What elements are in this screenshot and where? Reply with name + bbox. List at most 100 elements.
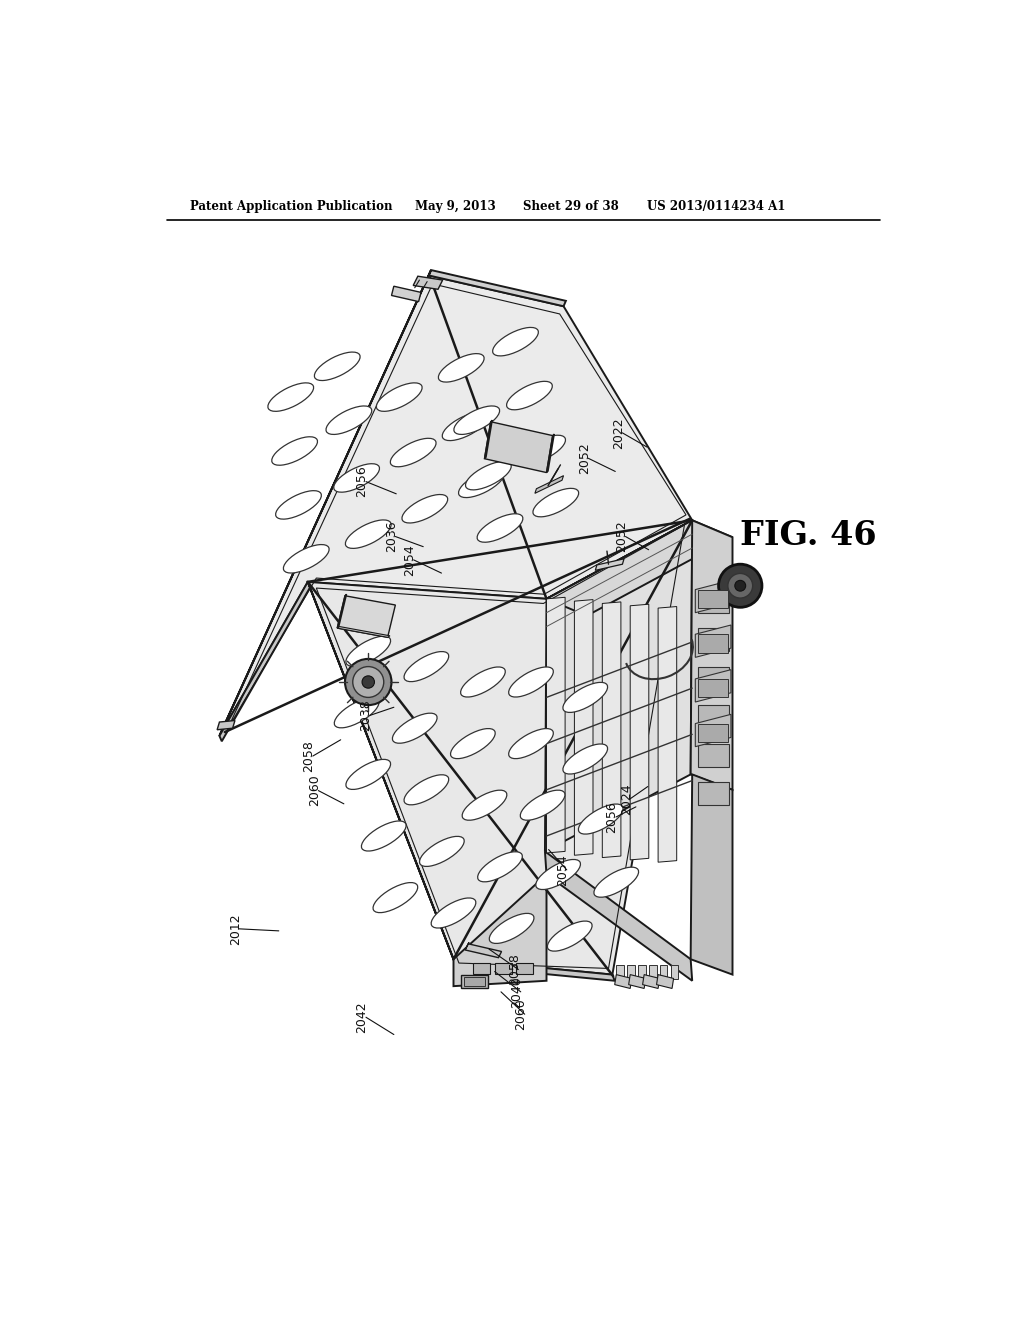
Bar: [627, 965, 635, 979]
Bar: [461, 974, 488, 989]
Text: 2060: 2060: [514, 998, 527, 1030]
Text: 2012: 2012: [228, 913, 242, 945]
Bar: [495, 964, 512, 974]
Bar: [698, 590, 728, 609]
Polygon shape: [535, 475, 563, 494]
Polygon shape: [547, 434, 554, 473]
Polygon shape: [545, 851, 692, 981]
Ellipse shape: [275, 491, 322, 519]
Ellipse shape: [404, 652, 449, 681]
Text: May 9, 2013: May 9, 2013: [415, 199, 496, 213]
Ellipse shape: [461, 667, 505, 697]
Circle shape: [352, 667, 384, 697]
Ellipse shape: [268, 383, 313, 412]
Polygon shape: [574, 599, 593, 855]
Polygon shape: [465, 942, 469, 950]
Bar: [697, 781, 729, 805]
Ellipse shape: [402, 495, 447, 523]
Polygon shape: [690, 520, 732, 789]
Ellipse shape: [493, 327, 539, 356]
Ellipse shape: [563, 744, 607, 774]
Polygon shape: [602, 602, 621, 858]
Circle shape: [362, 676, 375, 688]
Circle shape: [735, 581, 745, 591]
Bar: [698, 678, 728, 697]
Polygon shape: [630, 605, 649, 859]
Text: 2042: 2042: [355, 1002, 369, 1034]
Ellipse shape: [509, 729, 553, 759]
Text: 2052: 2052: [578, 442, 591, 474]
Ellipse shape: [271, 437, 317, 465]
Bar: [473, 964, 489, 974]
Text: 2024: 2024: [620, 783, 633, 814]
Ellipse shape: [454, 407, 500, 434]
Text: US 2013/0114234 A1: US 2013/0114234 A1: [647, 199, 785, 213]
Ellipse shape: [420, 837, 464, 866]
Ellipse shape: [532, 488, 579, 517]
Ellipse shape: [346, 636, 390, 667]
Polygon shape: [614, 974, 632, 989]
Text: 2054: 2054: [556, 854, 569, 886]
Polygon shape: [308, 582, 456, 965]
Text: 2056: 2056: [605, 801, 618, 833]
Bar: [638, 965, 646, 979]
Polygon shape: [337, 595, 395, 638]
Polygon shape: [547, 597, 565, 853]
Polygon shape: [695, 669, 731, 702]
Text: 2036: 2036: [385, 520, 398, 552]
Polygon shape: [629, 974, 646, 989]
Bar: [697, 628, 729, 651]
Polygon shape: [414, 276, 442, 289]
Ellipse shape: [520, 791, 565, 820]
Ellipse shape: [442, 412, 488, 441]
Text: 2022: 2022: [612, 417, 625, 449]
Bar: [698, 635, 728, 653]
Polygon shape: [219, 276, 692, 737]
Ellipse shape: [507, 381, 552, 409]
Bar: [659, 965, 668, 979]
Ellipse shape: [361, 821, 407, 851]
Ellipse shape: [489, 913, 534, 944]
Polygon shape: [454, 960, 614, 981]
Ellipse shape: [431, 898, 476, 928]
Ellipse shape: [466, 462, 511, 490]
Bar: [649, 965, 656, 979]
Ellipse shape: [284, 545, 329, 573]
Polygon shape: [484, 422, 553, 473]
Circle shape: [728, 573, 753, 598]
Text: 2058: 2058: [508, 953, 521, 986]
Ellipse shape: [404, 775, 449, 805]
Polygon shape: [547, 520, 732, 615]
Bar: [464, 977, 485, 986]
Text: FIG. 46: FIG. 46: [740, 519, 877, 552]
Ellipse shape: [536, 859, 581, 890]
Bar: [697, 705, 729, 729]
Polygon shape: [429, 271, 566, 306]
Polygon shape: [484, 420, 493, 459]
Text: Patent Application Publication: Patent Application Publication: [190, 199, 392, 213]
Polygon shape: [545, 520, 692, 851]
Ellipse shape: [377, 383, 422, 412]
Ellipse shape: [579, 804, 623, 834]
Polygon shape: [695, 714, 731, 747]
Polygon shape: [337, 627, 390, 638]
Ellipse shape: [326, 407, 372, 434]
Polygon shape: [217, 721, 234, 730]
Text: 2054: 2054: [403, 544, 416, 576]
Polygon shape: [219, 271, 431, 737]
Ellipse shape: [509, 667, 553, 697]
Bar: [616, 965, 624, 979]
Ellipse shape: [451, 729, 496, 759]
Text: 2038: 2038: [359, 700, 373, 731]
Ellipse shape: [477, 851, 522, 882]
Ellipse shape: [520, 436, 565, 463]
Ellipse shape: [438, 354, 484, 381]
Bar: [697, 667, 729, 689]
Polygon shape: [595, 558, 624, 570]
Ellipse shape: [392, 713, 437, 743]
Bar: [516, 964, 534, 974]
Circle shape: [345, 659, 391, 705]
Ellipse shape: [334, 698, 379, 727]
Text: 2060: 2060: [308, 775, 321, 807]
Polygon shape: [690, 775, 732, 974]
